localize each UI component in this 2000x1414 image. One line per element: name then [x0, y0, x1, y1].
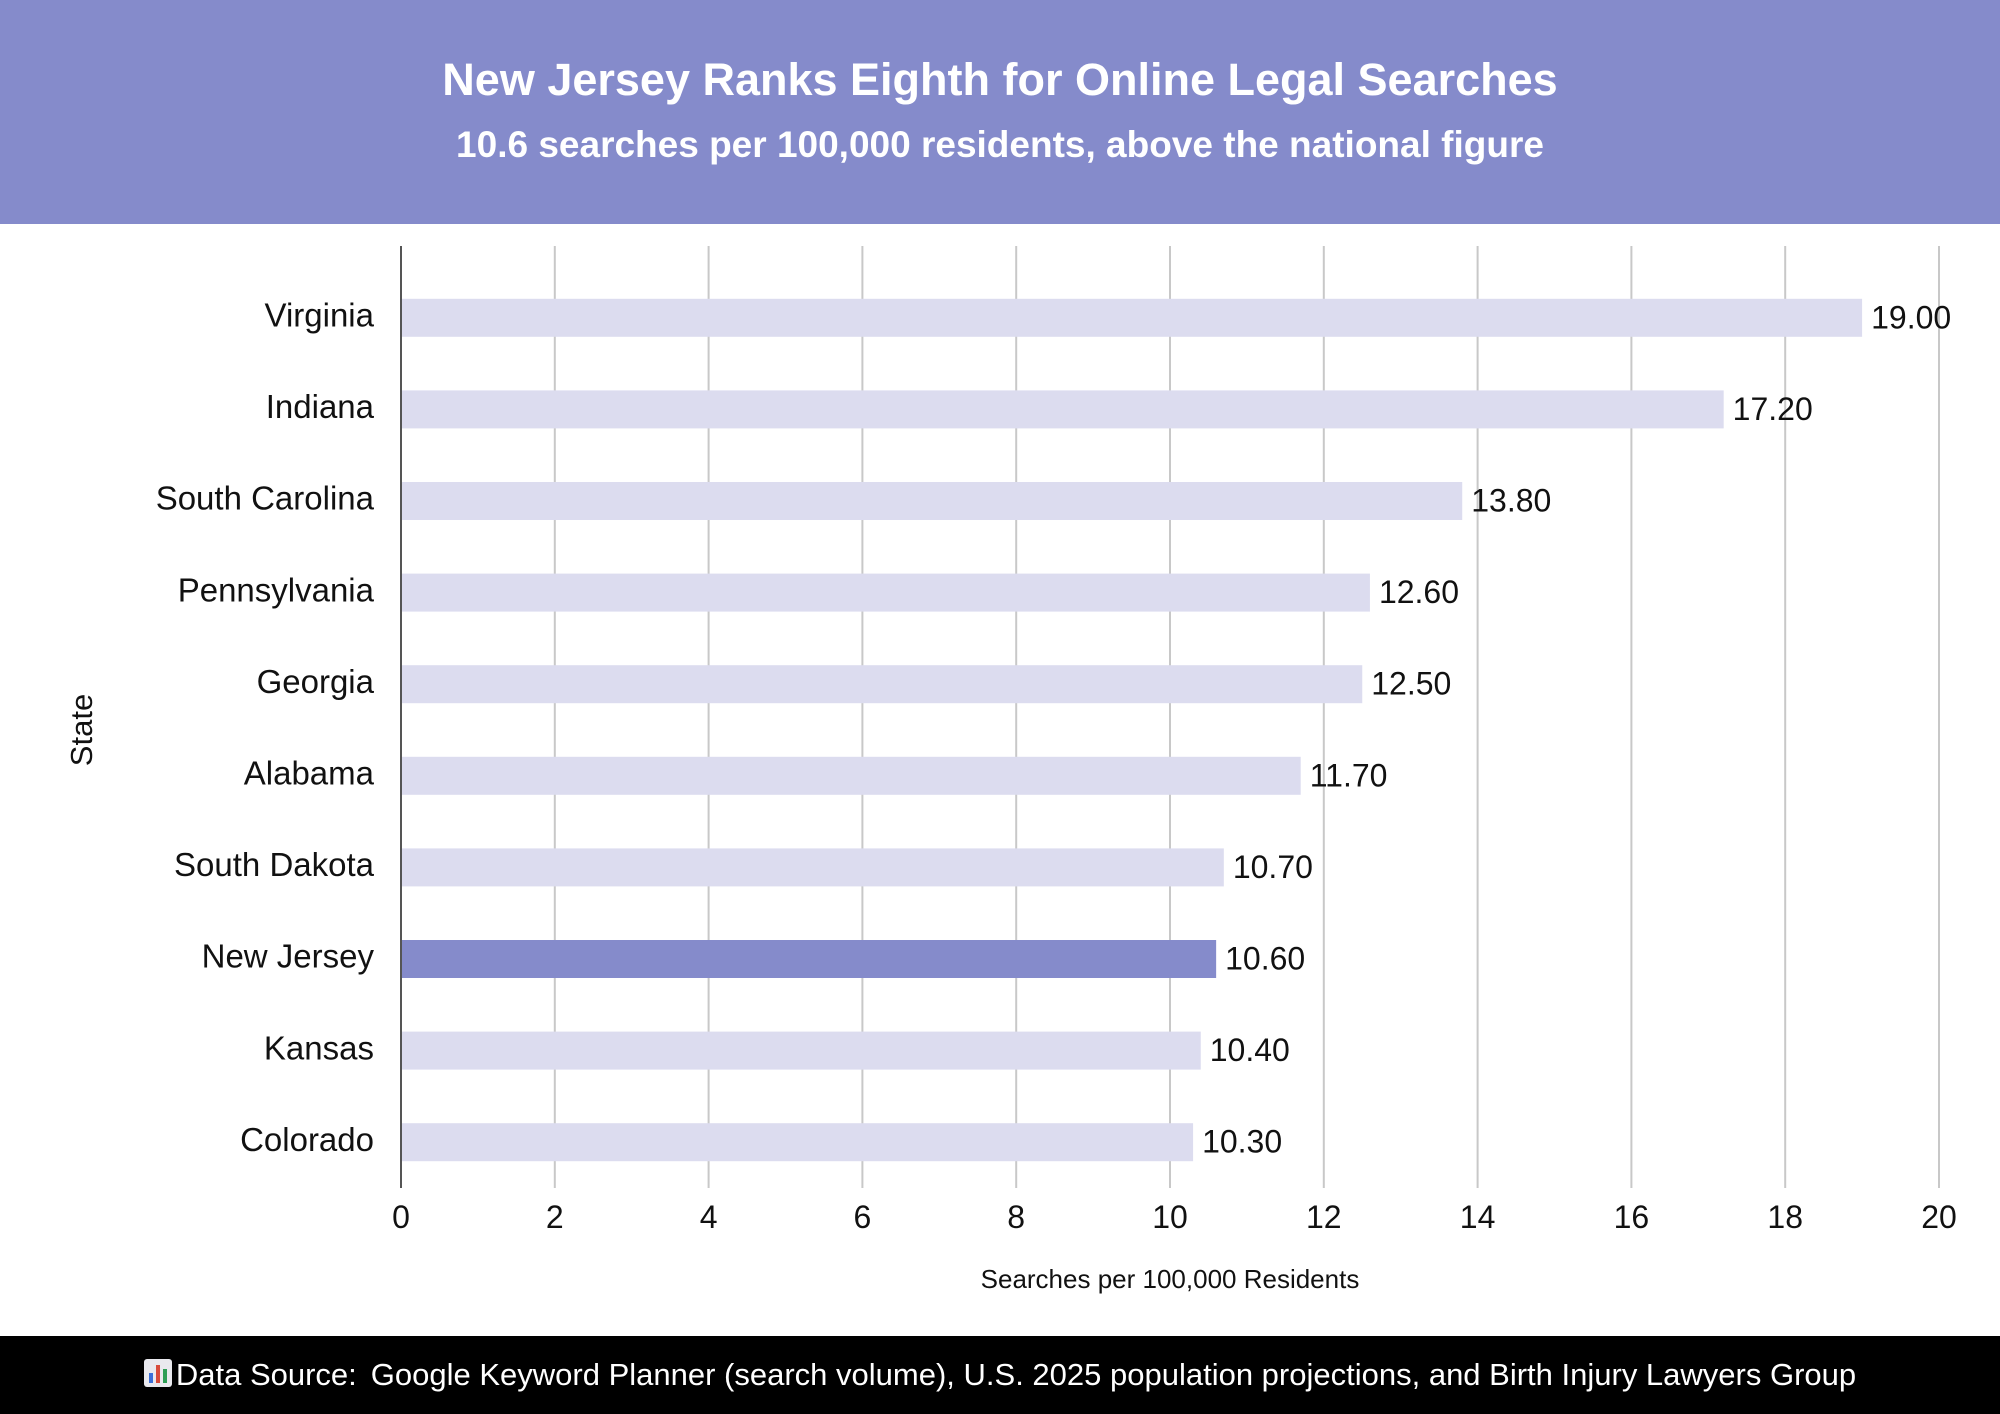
- bar: [401, 848, 1224, 887]
- y-axis-label: State: [64, 694, 99, 766]
- data-label: 10.60: [1225, 940, 1305, 976]
- category-label: Kansas: [264, 1029, 374, 1066]
- data-label: 13.80: [1471, 482, 1551, 518]
- data-label: 10.70: [1233, 849, 1313, 885]
- category-label: Alabama: [244, 755, 375, 792]
- category-label: Pennsylvania: [178, 571, 375, 608]
- bar-chart: Virginia 19.00 Indiana 17.20 South Carolina 1…: [64, 246, 1957, 1294]
- category-label: South Carolina: [156, 480, 375, 517]
- category-label: South Dakota: [174, 846, 375, 883]
- data-label: 19.00: [1871, 299, 1951, 335]
- bar: [401, 1031, 1201, 1070]
- x-axis-label: Searches per 100,000 Residents: [981, 1264, 1360, 1294]
- category-label: Georgia: [257, 663, 375, 700]
- data-label: 12.50: [1371, 666, 1451, 702]
- x-tick-label: 12: [1306, 1199, 1342, 1235]
- x-tick-label: 0: [392, 1199, 410, 1235]
- x-tick-label: 10: [1152, 1199, 1188, 1235]
- data-label: 12.60: [1379, 574, 1459, 610]
- bar: [401, 573, 1370, 612]
- x-tick-label: 4: [700, 1199, 718, 1235]
- data-label: 10.30: [1202, 1124, 1282, 1160]
- x-tick-label: 2: [546, 1199, 564, 1235]
- data-source-footer: Data Source: Google Keyword Planner (sear…: [0, 1336, 2000, 1414]
- bar-chart-icon: [143, 1338, 172, 1414]
- bar: [401, 940, 1217, 978]
- data-label: 11.70: [1310, 757, 1388, 793]
- category-label: Colorado: [240, 1121, 374, 1158]
- bar: [401, 665, 1363, 704]
- data-label: 17.20: [1733, 391, 1813, 427]
- category-label: New Jersey: [202, 938, 375, 975]
- chart-title: New Jersey Ranks Eighth for Online Legal…: [442, 54, 1558, 105]
- x-tick-label: 18: [1767, 1199, 1803, 1235]
- category-label: Indiana: [266, 388, 375, 425]
- header-banner: New Jersey Ranks Eighth for Online Legal…: [0, 0, 2000, 224]
- bar: [401, 298, 1863, 337]
- category-label: Virginia: [265, 297, 375, 334]
- bar: [401, 1123, 1194, 1162]
- bar: [401, 390, 1724, 429]
- bar: [401, 482, 1463, 520]
- x-tick-label: 8: [1007, 1199, 1025, 1235]
- data-source-text: Google Keyword Planner (search volume), …: [370, 1357, 1857, 1392]
- chart-subtitle: 10.6 searches per 100,000 residents, abo…: [456, 124, 1544, 165]
- x-tick-label: 14: [1460, 1199, 1496, 1235]
- data-label: 10.40: [1210, 1032, 1290, 1068]
- x-tick-label: 6: [854, 1199, 872, 1235]
- bar: [401, 756, 1301, 795]
- data-source-label: Data Source:: [175, 1357, 357, 1392]
- x-tick-label: 20: [1921, 1199, 1957, 1235]
- x-tick-label: 16: [1614, 1199, 1650, 1235]
